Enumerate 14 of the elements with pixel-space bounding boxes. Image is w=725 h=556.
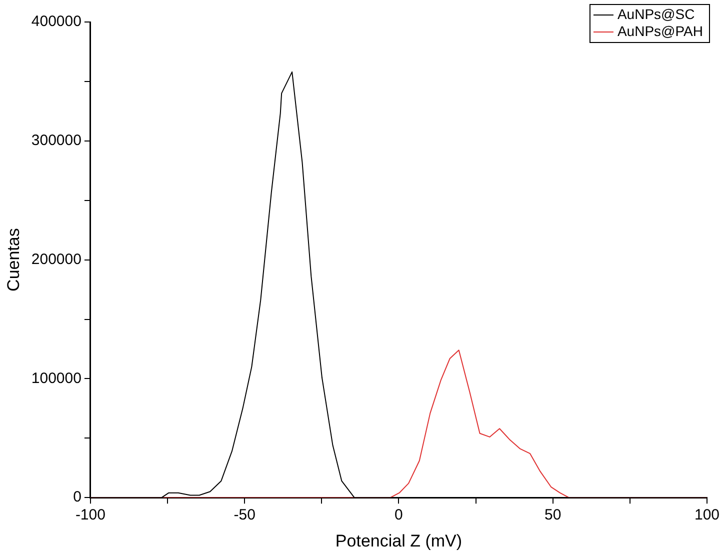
y-axis-title: Cuentas <box>4 228 23 292</box>
x-tick-label: 50 <box>544 506 562 524</box>
legend-label: AuNPs@PAH <box>617 22 703 39</box>
y-tick-label: 200000 <box>31 250 82 268</box>
legend-label: AuNPs@SC <box>617 6 695 22</box>
y-tick-label: 0 <box>73 488 82 506</box>
x-tick-label: 0 <box>394 506 403 524</box>
x-tick-label: -50 <box>234 506 256 524</box>
x-tick-label: -100 <box>75 506 106 524</box>
y-tick-label: 400000 <box>31 13 82 30</box>
x-axis-title: Potencial Z (mV) <box>335 531 462 550</box>
y-tick-label: 100000 <box>31 370 82 387</box>
y-tick-label: 300000 <box>31 132 82 150</box>
x-tick-label: 100 <box>694 506 720 524</box>
